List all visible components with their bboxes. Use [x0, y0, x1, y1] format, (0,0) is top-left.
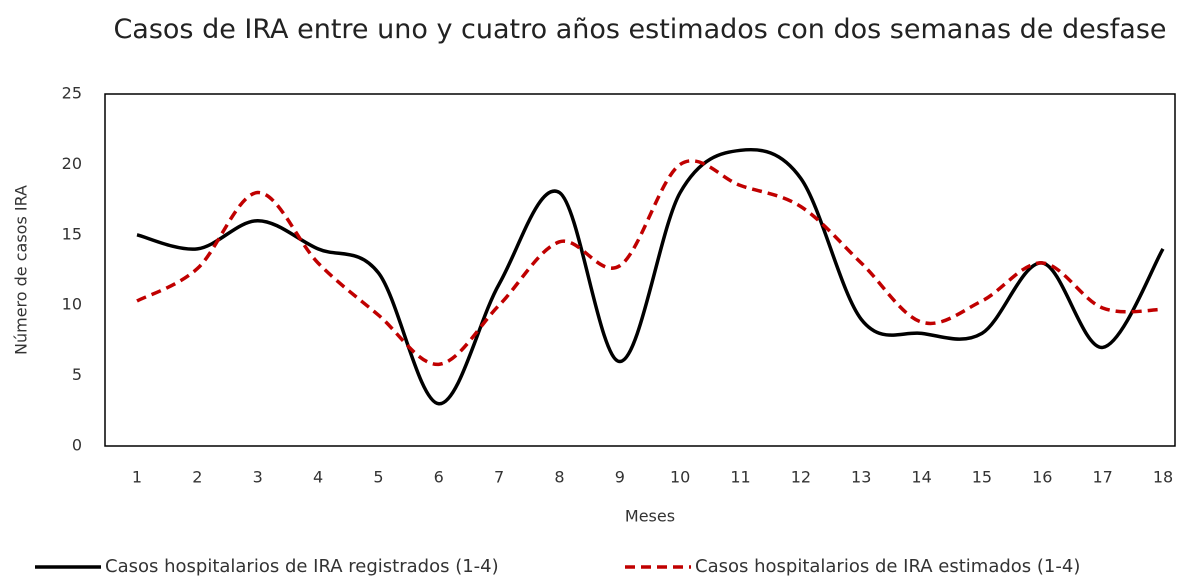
x-tick-label: 5 [373, 468, 383, 487]
x-tick-label: 18 [1153, 468, 1173, 487]
x-axis-title: Meses [625, 507, 675, 526]
x-tick-label: 7 [494, 468, 504, 487]
chart-title: Casos de IRA entre uno y cuatro años est… [113, 14, 1167, 45]
x-tick-label: 12 [791, 468, 811, 487]
data-line [136, 159, 1164, 367]
y-tick-label: 10 [62, 295, 82, 314]
x-tick-label: 14 [911, 468, 931, 487]
legend-label: Casos hospitalarios de IRA estimados (1-… [695, 556, 1080, 577]
y-tick-label: 5 [72, 365, 82, 384]
y-tick-label: 20 [62, 154, 82, 173]
x-tick-label: 13 [851, 468, 871, 487]
x-tick-label: 10 [670, 468, 690, 487]
x-tick-label: 15 [972, 468, 992, 487]
y-axis-title: Número de casos IRA [12, 185, 31, 355]
x-tick-label: 16 [1032, 468, 1052, 487]
x-tick-label: 2 [192, 468, 202, 487]
x-tick-label: 9 [615, 468, 625, 487]
y-tick-label: 25 [62, 84, 82, 103]
x-tick-label: 6 [434, 468, 444, 487]
legend-label: Casos hospitalarios de IRA registrados (… [105, 556, 499, 577]
data-line [136, 147, 1165, 406]
x-tick-label: 3 [253, 468, 263, 487]
y-tick-label: 15 [62, 224, 82, 243]
x-tick-label: 17 [1092, 468, 1112, 487]
x-tick-label: 1 [132, 468, 142, 487]
x-tick-label: 8 [554, 468, 564, 487]
x-tick-label: 11 [730, 468, 750, 487]
plot-area [104, 93, 1176, 447]
y-tick-label: 0 [72, 436, 82, 455]
x-tick-label: 4 [313, 468, 323, 487]
